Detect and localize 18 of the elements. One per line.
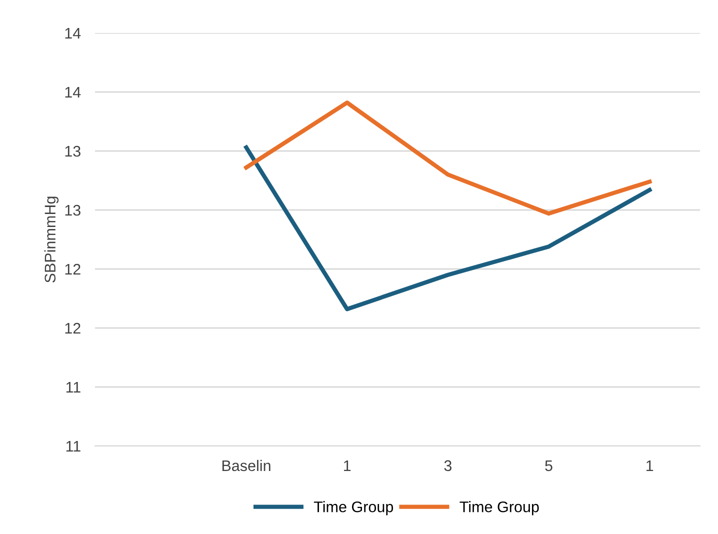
y-tick-label: 12 (65, 322, 80, 334)
x-tick-label: Baselin (222, 460, 270, 472)
y-tick-label: 13 (65, 146, 80, 157)
y-axis-title: SBPinmmHg (44, 196, 59, 283)
y-tick-label: 11 (66, 382, 80, 393)
x-tick-label: 5 (545, 460, 552, 472)
line-series (244, 100, 652, 216)
x-tick-label: 1 (646, 460, 654, 471)
legend-label: Time Group (460, 501, 539, 516)
x-tick-label: 3 (444, 460, 452, 472)
x-tick-label: 1 (344, 460, 351, 471)
y-tick-label: 12 (65, 264, 80, 275)
legend-label: Time Group (314, 501, 394, 516)
y-tick-label: 13 (65, 204, 80, 216)
line-series (244, 145, 652, 312)
y-tick-label: 11 (66, 441, 80, 452)
y-tick-label: 14 (65, 87, 81, 98)
y-tick-label: 14 (65, 28, 81, 39)
